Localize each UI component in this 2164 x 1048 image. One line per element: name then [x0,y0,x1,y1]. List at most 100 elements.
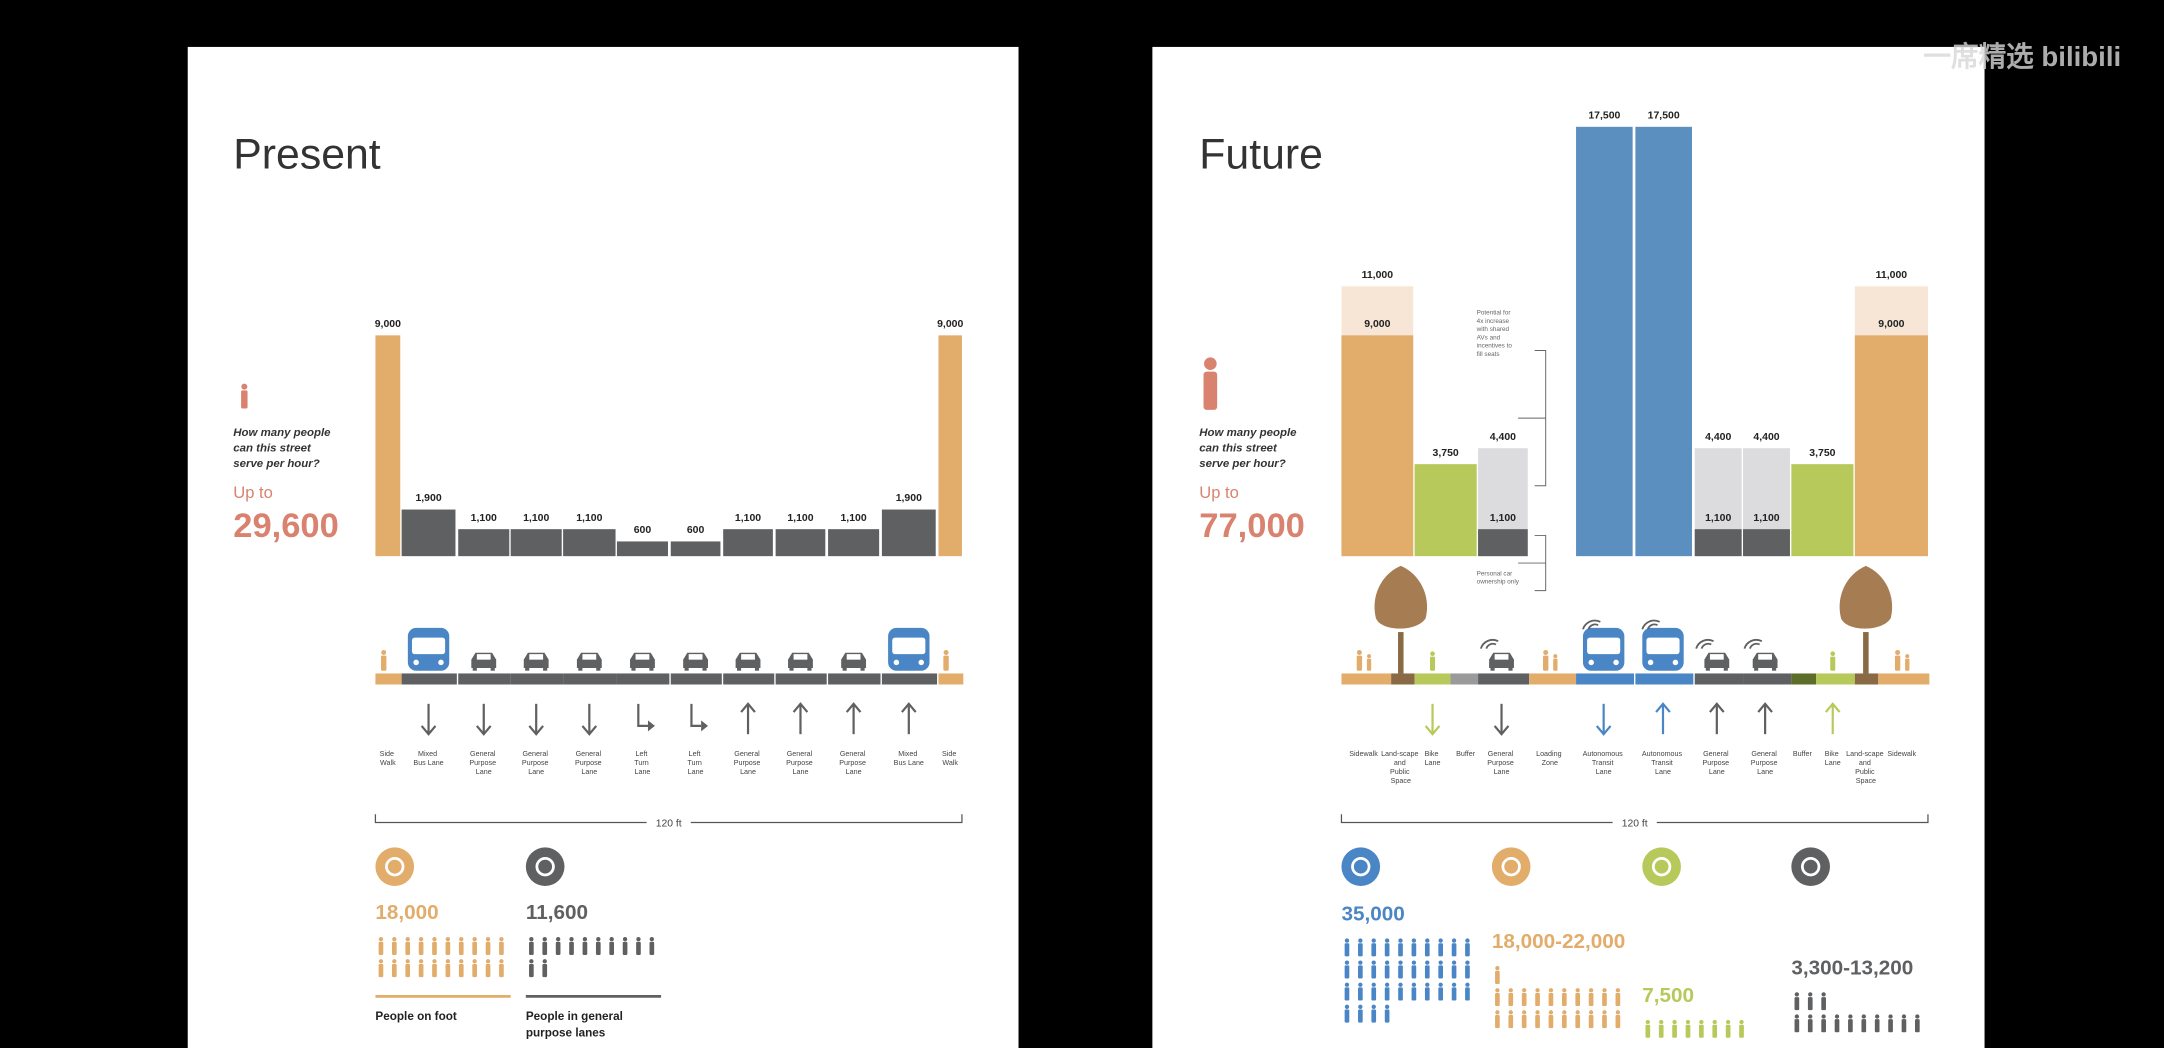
value-label: 1,900 [896,493,922,504]
summary-icon [1341,847,1381,886]
car-wheel [842,667,847,671]
text-line: Left [635,750,649,758]
summary-value: 35,000 [1341,902,1404,925]
person-icon [1371,1009,1377,1023]
lane-arrowhead [1595,725,1612,736]
person-icon [1905,658,1910,671]
person-icon [459,937,464,942]
car-window [741,654,755,660]
person-icon [1344,960,1350,965]
value-label: 1,100 [576,513,602,524]
car-wheel [702,667,707,671]
lane-strip [401,673,457,685]
person-icon [1495,988,1500,993]
person-icon [1561,992,1567,1007]
text-line: Walk [380,759,396,767]
bus-light [413,659,419,666]
text-line: General [734,750,761,758]
person-icon [1495,970,1500,984]
lane-strip [1341,673,1392,685]
person-icon [1358,1009,1363,1023]
person-icon [1358,1004,1363,1009]
person-icon [1807,1019,1813,1033]
value-label: 9,000 [937,319,963,330]
bar [1414,464,1477,557]
person-icon [1848,1014,1853,1019]
lane-label: Bike Lane [1825,750,1841,767]
bus-window [1646,637,1680,655]
lane-label: General Purpose Lane [575,750,604,776]
lane-label: Bike Lane [1425,750,1441,767]
text-line: Bike [1825,750,1841,758]
bus-light [1588,659,1594,666]
value-label: 3,750 [1433,448,1459,459]
lane-strip [1854,673,1879,685]
person-icon [1398,960,1403,965]
lane-label: Land-scape and Public Space [1381,750,1420,785]
bar [1635,126,1692,557]
person-icon [1508,1010,1513,1015]
signal-icon [1587,623,1599,630]
text-line: Lane [476,768,492,776]
car-wheel [525,667,530,671]
person-icon [378,937,384,942]
text-line: Mixed [418,750,439,758]
summary-icon-inner [385,857,405,877]
person-icon [1508,988,1513,993]
total-prefix: Up to [1199,483,1239,502]
person-icon [1411,938,1417,943]
person-icon [1888,1014,1893,1019]
text-line: Autonomous [1583,750,1625,758]
person-icon [485,963,491,978]
person-icon [1344,938,1350,943]
signal-icon [1695,638,1714,649]
text-line: serve per hour? [1199,458,1285,470]
dimension-label: 120 ft [656,819,682,830]
person-icon [1465,965,1470,979]
text-line: with shared [1476,326,1511,333]
person-icon [1888,1019,1893,1033]
person-icon [1807,997,1813,1011]
person-icon [1371,960,1376,965]
person-icon [1371,965,1377,979]
person-icon [1430,651,1435,657]
car-wheel [754,667,760,671]
value-label: 1,100 [735,513,761,524]
text-line: Lane [1709,768,1725,776]
text-line: People on foot [375,1010,456,1023]
value-label: 3,750 [1809,448,1835,459]
text-line: General [522,750,549,758]
person-icon [1367,654,1372,659]
summary-value: 11,600 [526,901,588,924]
person-icon [1535,1015,1540,1029]
person-icon [381,649,387,655]
text-line: fill seats [1477,351,1500,358]
lane-label: Sidewalk [1349,750,1378,758]
tree-canopy [1374,565,1428,629]
person-icon [445,963,451,978]
person-icon [1411,943,1417,957]
car-wheel [1705,667,1710,671]
car-wheel [860,667,865,671]
bus-light [1647,659,1654,666]
bus-window [892,637,926,655]
value-label: 11,000 [1876,270,1908,281]
panel-title: Future [1199,130,1323,178]
person-icon [472,937,477,942]
text-line: Lane [528,768,544,776]
lane-arrowhead [845,702,862,713]
bar [510,529,562,557]
summary-icon-inner [535,857,555,877]
text-line: Lane [634,768,650,776]
person-icon [405,963,411,978]
person-icon [1438,987,1444,1001]
person-icon [1794,992,1800,997]
text-line: Lane [1425,759,1441,767]
person-icon [1808,992,1813,997]
lane-label: General Purpose Lane [786,750,815,776]
text-line: Space [1391,777,1411,785]
text-line: General [1751,750,1778,758]
person-icon [569,941,574,955]
person-icon [1658,1024,1664,1038]
lane-arrowhead [476,725,492,736]
